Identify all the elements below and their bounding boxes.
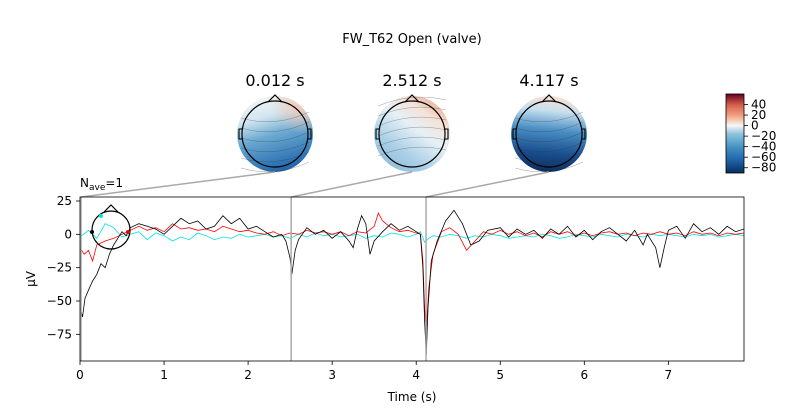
topomap-contour — [240, 141, 310, 152]
colorbar-tick-label: 0 — [751, 119, 759, 133]
topomap-field — [374, 96, 450, 172]
topomap-contour — [240, 161, 310, 172]
nose-outline — [267, 94, 283, 103]
x-tick-label: 1 — [160, 368, 168, 382]
topomap-field — [511, 96, 587, 172]
colorbar-tick-label: −40 — [751, 140, 776, 154]
topomap-contour — [240, 151, 310, 162]
y-ticks: 25 0 −25 −50 −75 — [47, 194, 80, 341]
topomap-time-label: 4.117 s — [519, 71, 578, 90]
colorbar-tick-label: 40 — [751, 98, 766, 112]
topomap-time-label: 2.512 s — [382, 71, 441, 90]
topomap-contour — [514, 111, 584, 122]
topomap-contour — [240, 111, 310, 122]
x-ticks: 0 1 2 3 4 5 6 7 — [76, 361, 672, 382]
topomap-contour — [240, 121, 310, 132]
y-axis-label: µV — [24, 270, 38, 287]
nose-outline — [541, 94, 557, 103]
head-outline — [241, 100, 309, 168]
topomap-contour — [377, 96, 447, 107]
topomap-contour — [377, 106, 447, 117]
head-outline — [378, 100, 446, 168]
time-markers — [80, 197, 427, 361]
x-tick-label: 7 — [665, 368, 673, 382]
right-ear-outline — [308, 128, 312, 140]
colorbar-gradient — [725, 93, 745, 174]
series-line-1 — [80, 211, 744, 331]
topomap-time-label: 0.012 s — [245, 71, 304, 90]
topomap-contour — [514, 151, 584, 162]
topomap-contour — [514, 141, 584, 152]
topomap-connector-line — [290, 171, 413, 198]
topomap-row: 0.012 s 2.512 s 4.117 s — [237, 71, 587, 172]
axes-frame — [79, 196, 745, 362]
x-tick-label: 6 — [580, 368, 588, 382]
left-ear-outline — [375, 128, 379, 140]
topomap-2: 4.117 s — [511, 71, 587, 172]
x-tick-label: 0 — [76, 368, 84, 382]
topomap-contour — [377, 126, 447, 137]
x-tick-label: 5 — [496, 368, 504, 382]
topomap-contour — [377, 146, 447, 157]
topomap-contour — [240, 131, 310, 142]
topomap-1: 2.512 s — [374, 71, 450, 172]
x-axis-label: Time (s) — [387, 390, 437, 404]
head-outline — [515, 100, 583, 168]
topomap-contour — [514, 161, 584, 172]
y-tick-label: −25 — [47, 261, 72, 275]
colorbar-tick-label: −80 — [751, 161, 776, 175]
x-tick-label: 4 — [412, 368, 420, 382]
plot-axes: 0 1 2 3 4 5 6 7 25 0 −25 −50 −75 Time (s) µV — [24, 194, 745, 404]
left-ear-outline — [238, 128, 242, 140]
nose-outline — [404, 94, 420, 103]
x-tick-label: 3 — [328, 368, 336, 382]
y-tick-label: 0 — [64, 227, 72, 241]
x-tick-label: 2 — [244, 368, 252, 382]
colorbar-tick-label: −20 — [751, 129, 776, 143]
series-line-0 — [80, 209, 744, 355]
y-tick-label: −75 — [47, 327, 72, 341]
colorbar-tick-label: 20 — [751, 108, 766, 122]
topomap-contour — [514, 121, 584, 132]
nave-label: Nave=1 — [80, 176, 123, 193]
topomap-connector-line — [80, 171, 276, 198]
topomap-field-overlay — [237, 96, 313, 172]
topomap-contour — [377, 116, 447, 127]
figure-title: FW_T62 Open (valve) — [342, 32, 481, 47]
topomap-connectors — [80, 171, 550, 198]
sensor-inset — [90, 204, 131, 250]
topomap-0: 0.012 s — [237, 71, 313, 172]
topomap-connector-line — [425, 171, 550, 198]
right-ear-outline — [582, 128, 586, 140]
topomap-contour — [377, 136, 447, 147]
colorbar-tick-label: −60 — [751, 150, 776, 164]
y-tick-label: −50 — [47, 294, 72, 308]
left-ear-outline — [512, 128, 516, 140]
right-ear-outline — [445, 128, 449, 140]
series-group — [80, 209, 744, 355]
y-tick-label: 25 — [57, 194, 72, 208]
topomap-contour — [514, 131, 584, 142]
